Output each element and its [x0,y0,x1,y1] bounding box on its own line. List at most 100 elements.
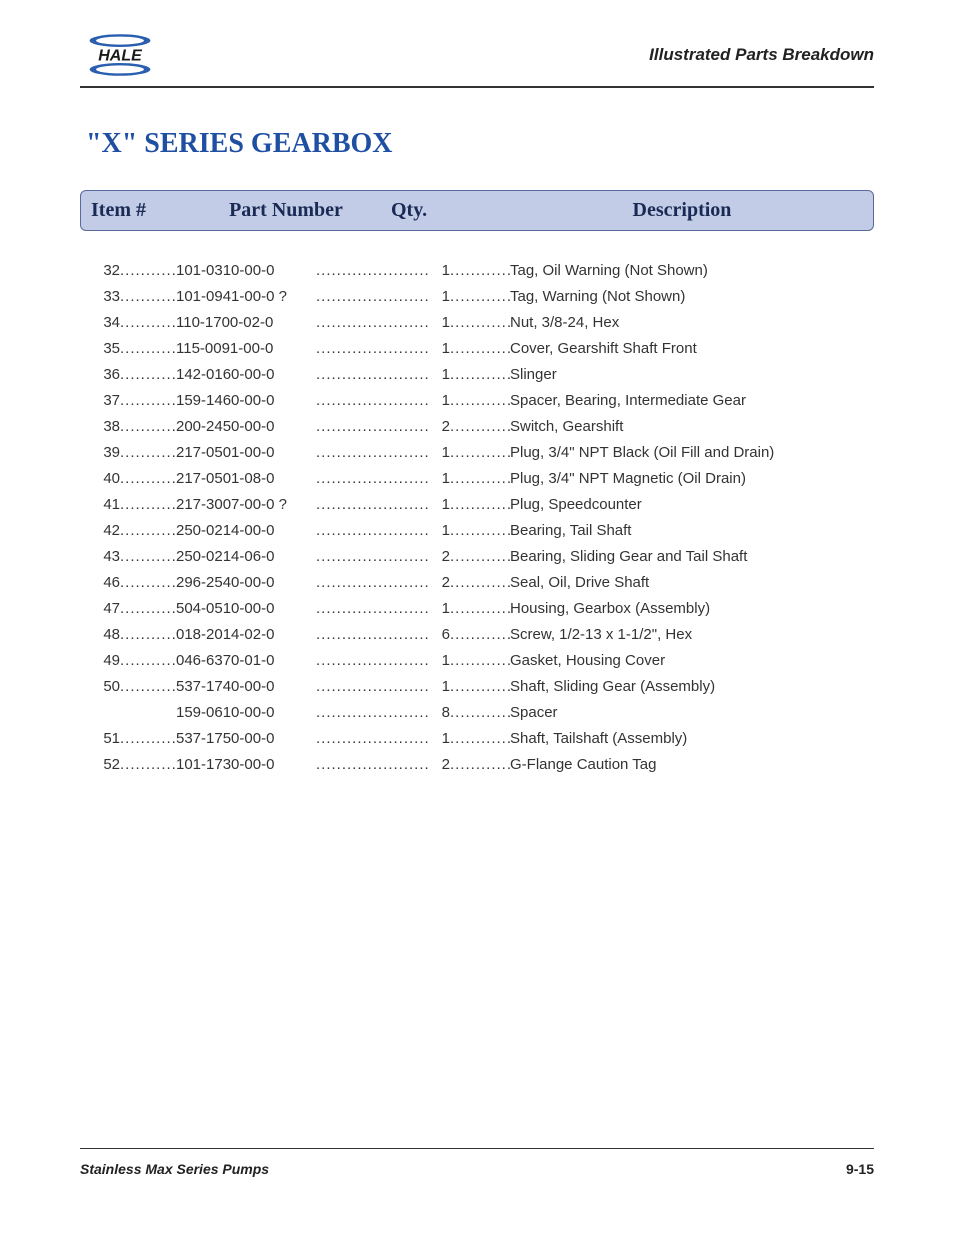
leader-dots: ........................................… [120,337,176,361]
cell-qty: 2 [430,545,450,569]
cell-qty: 1 [430,363,450,387]
cell-part-number: 159-1460-00-0 [176,389,316,413]
page-title: "X" SERIES GEARBOX [86,128,874,160]
cell-part-number: 296-2540-00-0 [176,571,316,595]
leader-dots: ........................................… [120,363,176,387]
cell-item: 50 [80,675,120,699]
leader-dots: ........................................… [120,441,176,465]
cell-description: Bearing, Sliding Gear and Tail Shaft [510,545,874,569]
table-row: 49 .....................................… [80,649,874,673]
leader-dots: ........................................… [316,259,430,283]
footer-page-num: 9-15 [846,1161,874,1177]
leader-dots: ........................................… [450,727,510,751]
cell-item: 33 [80,285,120,309]
cell-item: 41 [80,493,120,517]
table-row: 48 .....................................… [80,623,874,647]
cell-qty: 1 [430,467,450,491]
table-row: 43 .....................................… [80,545,874,569]
cell-description: Plug, 3/4" NPT Magnetic (Oil Drain) [510,467,874,491]
cell-part-number: 250-0214-06-0 [176,545,316,569]
cell-description: Plug, Speedcounter [510,493,874,517]
logo-text: HALE [98,48,143,65]
leader-dots: ........................................… [316,675,430,699]
cell-part-number: 217-3007-00-0 ? [176,493,316,517]
table-row: 37 .....................................… [80,389,874,413]
leader-dots: ........................................… [450,311,510,335]
cell-item: 34 [80,311,120,335]
cell-qty: 1 [430,337,450,361]
cell-qty: 2 [430,415,450,439]
table-row: 33 .....................................… [80,285,874,309]
cell-item: 47 [80,597,120,621]
leader-dots: ........................................… [450,363,510,387]
cell-item: 52 [80,753,120,777]
cell-description: Shaft, Tailshaft (Assembly) [510,727,874,751]
leader-dots: ........................................… [450,571,510,595]
cell-description: Screw, 1/2-13 x 1-1/2", Hex [510,623,874,647]
cell-description: Slinger [510,363,874,387]
col-header-item: Item # [91,199,181,222]
cell-item: 37 [80,389,120,413]
footer-doc-title: Stainless Max Series Pumps [80,1161,269,1177]
leader-dots: ........................................… [316,467,430,491]
leader-dots: ........................................… [450,285,510,309]
leader-dots: ........................................… [120,493,176,517]
leader-dots: ........................................… [450,701,510,725]
leader-dots: ........................................… [450,441,510,465]
cell-qty: 1 [430,597,450,621]
leader-dots: ........................................… [316,441,430,465]
leader-dots: ........................................… [120,675,176,699]
cell-part-number: 200-2450-00-0 [176,415,316,439]
cell-part-number: 250-0214-00-0 [176,519,316,543]
cell-part-number: 159-0610-00-0 [176,701,316,725]
leader-dots: ........................................… [316,753,430,777]
cell-qty: 1 [430,441,450,465]
leader-dots: ........................................… [450,493,510,517]
cell-qty: 1 [430,311,450,335]
cell-qty: 1 [430,285,450,309]
leader-dots: ........................................… [316,597,430,621]
cell-item: 49 [80,649,120,673]
cell-qty: 8 [430,701,450,725]
col-header-desc: Description [501,199,863,222]
leader-dots: ........................................… [316,727,430,751]
leader-dots: ........................................… [120,389,176,413]
leader-dots: ........................................… [450,649,510,673]
cell-description: Nut, 3/8-24, Hex [510,311,874,335]
cell-description: Seal, Oil, Drive Shaft [510,571,874,595]
table-row: 46 .....................................… [80,571,874,595]
cell-part-number: 046-6370-01-0 [176,649,316,673]
cell-qty: 1 [430,493,450,517]
col-header-part: Part Number [181,199,391,222]
cell-item: 36 [80,363,120,387]
cell-part-number: 101-0941-00-0 ? [176,285,316,309]
cell-part-number: 101-0310-00-0 [176,259,316,283]
leader-dots: ........................................… [450,389,510,413]
leader-dots: ........................................… [450,545,510,569]
leader-dots: ........................................… [450,259,510,283]
cell-qty: 2 [430,571,450,595]
leader-dots: ........................................… [450,597,510,621]
table-row: 50 .....................................… [80,675,874,699]
cell-description: G-Flange Caution Tag [510,753,874,777]
leader-dots: ........................................… [316,649,430,673]
table-row: 39 .....................................… [80,441,874,465]
cell-part-number: 142-0160-00-0 [176,363,316,387]
cell-qty: 1 [430,259,450,283]
table-header-row: Item # Part Number Qty. Description [80,190,874,231]
cell-description: Shaft, Sliding Gear (Assembly) [510,675,874,699]
leader-dots: ........................................… [316,519,430,543]
table-row: 42 .....................................… [80,519,874,543]
table-body: 32 .....................................… [80,259,874,777]
leader-dots: ........................................… [316,701,430,725]
leader-dots: ........................................… [120,597,176,621]
cell-part-number: 101-1730-00-0 [176,753,316,777]
cell-description: Spacer [510,701,874,725]
leader-dots: ........................................… [120,727,176,751]
cell-description: Bearing, Tail Shaft [510,519,874,543]
leader-dots: ........................................… [450,337,510,361]
leader-dots: ........................................… [450,675,510,699]
leader-dots: ........................................… [316,337,430,361]
cell-qty: 2 [430,753,450,777]
leader-dots: ........................................… [316,571,430,595]
